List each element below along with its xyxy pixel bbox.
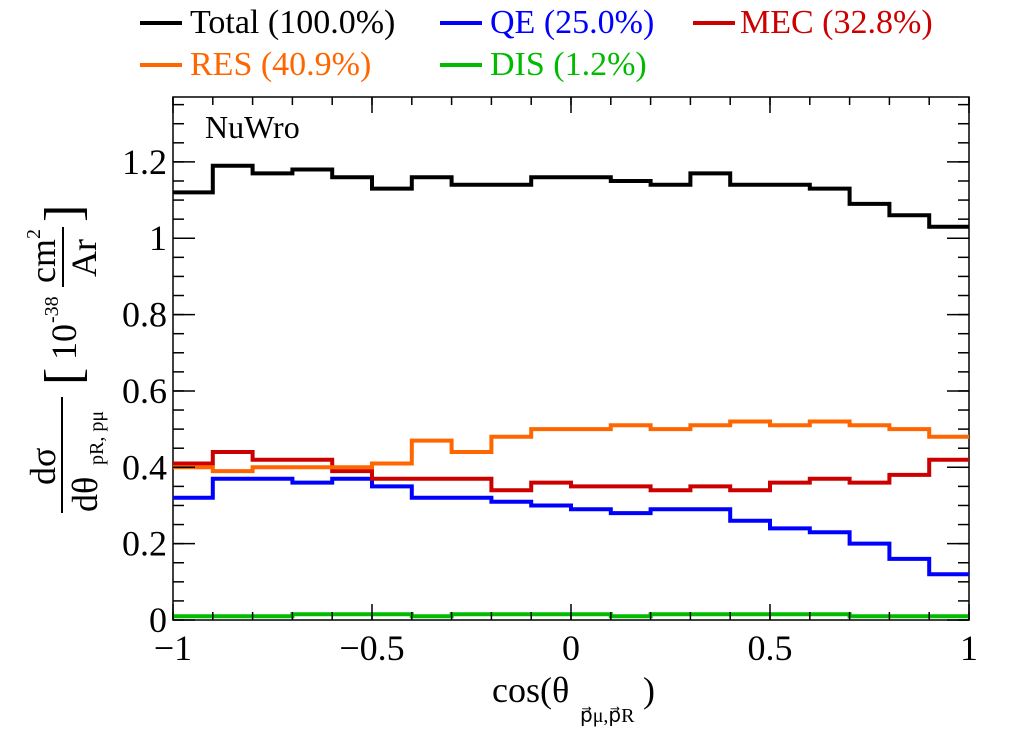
y-label-units-prefix: 10 — [44, 324, 84, 360]
y-label-bracket-right: ] — [35, 205, 92, 222]
x-tick-label: −1 — [154, 628, 192, 668]
series-line-mec — [173, 450, 969, 493]
x-tick-label: 0.5 — [748, 628, 793, 668]
y-tick-label: 0.2 — [122, 524, 167, 564]
y-label-denominator-subscript: pR, pμ — [86, 411, 108, 465]
generator-label: NuWro — [205, 109, 300, 145]
x-axis-label: cos(θ p⃗μ,p⃗R ) — [492, 670, 655, 727]
legend-label: MEC (32.8%) — [740, 4, 933, 41]
y-label-units-exp: -38 — [41, 296, 63, 323]
tick-labels: −1 −0.5 0 0.5 1 0 0.2 0.4 0.6 0.8 1 1.2 — [122, 142, 978, 668]
series-group — [173, 163, 969, 619]
y-tick-label: 1.2 — [122, 142, 167, 182]
legend-label: RES (40.9%) — [190, 46, 371, 83]
y-label-units-num-exp: 2 — [23, 229, 45, 239]
y-label-denominator: dθ — [65, 477, 105, 512]
y-label-numerator: dσ — [23, 448, 63, 485]
y-tick-label: 0 — [149, 600, 167, 640]
y-tick-label: 0.4 — [122, 447, 167, 487]
x-axis-label-close: ) — [643, 670, 655, 710]
y-label-bracket-left: [ — [35, 368, 92, 385]
y-axis-label: dσ dθ pR, pμ [ 10 -38 cm 2 Ar ] — [23, 205, 108, 513]
x-axis-label-main: cos(θ — [492, 670, 569, 710]
series-line-qe — [173, 476, 969, 577]
series-line-res — [173, 419, 969, 474]
y-tick-label: 0.6 — [122, 371, 167, 411]
legend-label: DIS (1.2%) — [490, 46, 647, 83]
x-tick-label: −0.5 — [339, 628, 404, 668]
legend: Total (100.0%) QE (25.0%) MEC (32.8%) RES (… — [140, 4, 933, 83]
y-tick-label: 1 — [149, 218, 167, 258]
x-tick-label: 0 — [562, 628, 580, 668]
y-label-units-den: Ar — [64, 239, 104, 277]
y-label-units-num: cm — [23, 239, 63, 283]
x-tick-label: 1 — [960, 628, 978, 668]
y-tick-label: 0.8 — [122, 295, 167, 335]
ticks — [172, 97, 970, 621]
x-axis-label-subscript: p⃗μ,p⃗R — [580, 705, 635, 727]
legend-label: Total (100.0%) — [190, 4, 395, 41]
series-line-total — [173, 163, 969, 229]
legend-label: QE (25.0%) — [490, 4, 654, 41]
